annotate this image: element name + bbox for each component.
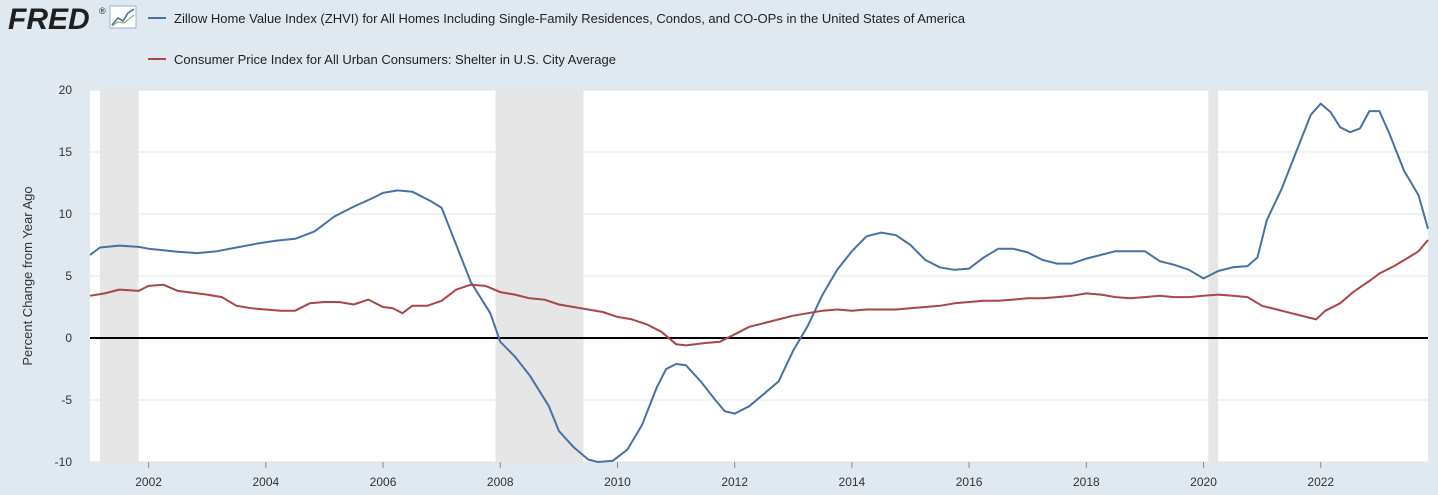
x-tick-label: 2006 (370, 475, 397, 489)
y-axis-title: Percent Change from Year Ago (20, 186, 35, 365)
x-tick-label: 2016 (956, 475, 983, 489)
x-tick-label: 2020 (1190, 475, 1217, 489)
x-tick-label: 2002 (135, 475, 162, 489)
x-tick-label: 2008 (487, 475, 514, 489)
legend-item-zhvi[interactable]: Zillow Home Value Index (ZHVI) for All H… (148, 11, 966, 26)
y-tick-label: -10 (55, 455, 73, 469)
series-line-zhvi[interactable] (89, 102, 1429, 463)
y-tick-label: 10 (59, 207, 73, 221)
x-tick-label: 2010 (604, 475, 631, 489)
fred-logo-text: FRED (8, 3, 90, 36)
series-lines (89, 102, 1429, 463)
gridlines (90, 89, 1428, 463)
legend-label-cpi-shelter: Consumer Price Index for All Urban Consu… (174, 52, 616, 67)
y-tick-label: 20 (59, 83, 73, 97)
chart-icon (109, 5, 137, 29)
series-line-cpi-shelter[interactable] (89, 239, 1429, 347)
y-axis-ticks: 20 15 10 5 0 -5 -10 (55, 83, 73, 469)
y-tick-label: 15 (59, 145, 73, 159)
x-tick-label: 2014 (839, 475, 866, 489)
fred-logo-mark: ® (99, 6, 106, 16)
y-tick-label: 5 (65, 269, 72, 283)
legend-item-cpi-shelter[interactable]: Consumer Price Index for All Urban Consu… (148, 52, 616, 67)
x-tick-label: 2012 (721, 475, 748, 489)
y-tick-label: -5 (61, 393, 72, 407)
legend-label-zhvi: Zillow Home Value Index (ZHVI) for All H… (174, 11, 966, 26)
x-tick-label: 2004 (252, 475, 279, 489)
x-tick-label: 2018 (1073, 475, 1100, 489)
x-axis-ticks: 2002 2004 2006 2008 2010 2012 2014 2016 2018 2020… (135, 462, 1334, 489)
fred-logo[interactable]: FRED ® (8, 3, 137, 36)
y-tick-label: 0 (65, 331, 72, 345)
x-tick-label: 2022 (1307, 475, 1334, 489)
legend: Zillow Home Value Index (ZHVI) for All H… (148, 11, 966, 67)
